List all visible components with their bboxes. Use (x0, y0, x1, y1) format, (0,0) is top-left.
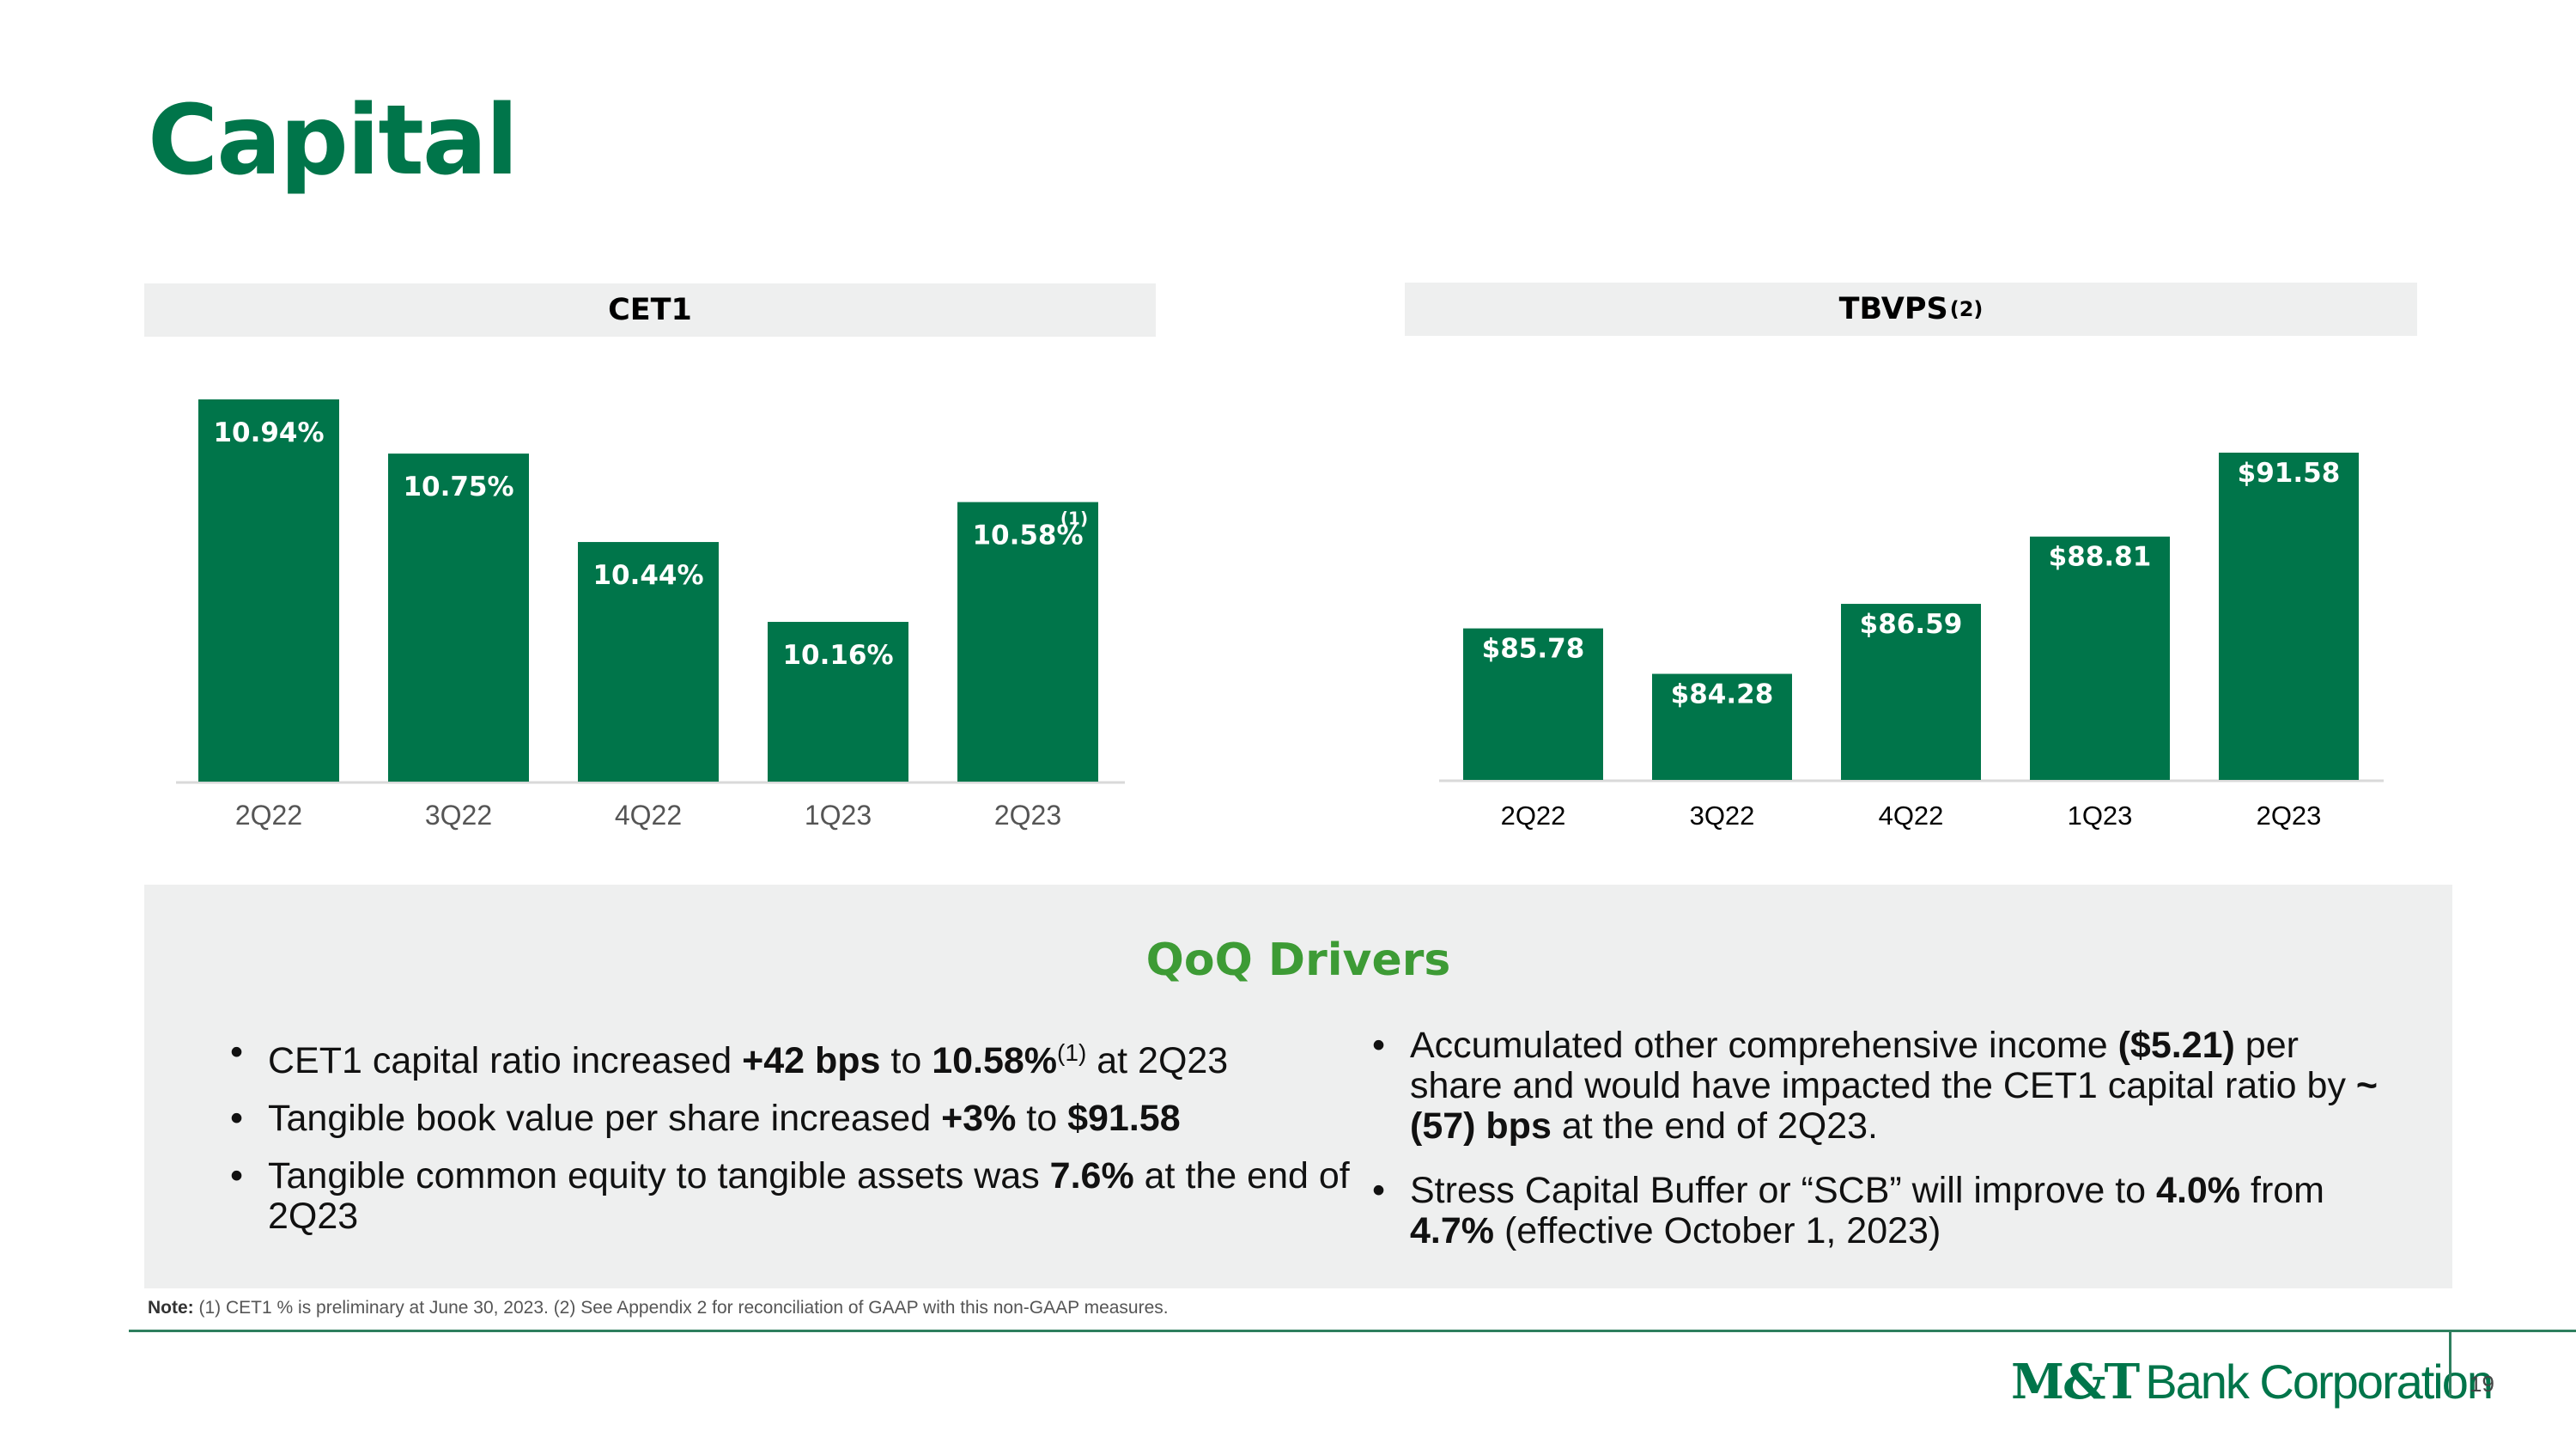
logo-mt: M&T (2011, 1354, 2140, 1410)
data-label: 10.75% (403, 472, 513, 502)
driver-bold: +42 bps (742, 1040, 881, 1081)
data-label-footnote: (1) (1060, 508, 1088, 529)
driver-text: Tangible book value per share increased (268, 1098, 942, 1139)
driver-bold: 10.58% (932, 1040, 1058, 1081)
driver-text: at 2Q23 (1086, 1040, 1229, 1081)
mt-bank-logo: M&T Bank Corporation (2011, 1354, 2494, 1410)
driver-text: from (2240, 1170, 2324, 1211)
driver-text: to (1016, 1098, 1068, 1139)
bar (1463, 628, 1603, 780)
data-label: $88.81 (2049, 542, 2152, 573)
logo-text: Bank Corporation (2145, 1355, 2494, 1409)
data-label: $91.58 (2238, 458, 2341, 489)
driver-text: to (880, 1040, 933, 1081)
tbvps-chart-title: TBVPS (1838, 292, 1948, 326)
driver-item: Stress Capital Buffer or “SCB” will impr… (1372, 1171, 2385, 1251)
x-tick-label: 3Q22 (1690, 801, 1755, 831)
driver-text: Accumulated other comprehensive income (1410, 1025, 2118, 1066)
tbvps-chart-header: TBVPS (2) (1405, 283, 2417, 336)
data-label: $84.28 (1671, 679, 1774, 710)
drivers-right-list: Accumulated other comprehensive income (… (1372, 1026, 2385, 1275)
data-label: 10.58% (972, 521, 1083, 551)
data-label: $85.78 (1482, 634, 1585, 665)
x-tick-label: 1Q23 (805, 800, 872, 831)
page-number: 19 (2470, 1371, 2494, 1397)
x-tick-label: 2Q22 (235, 800, 302, 831)
drivers-left-list: CET1 capital ratio increased +42 bps to … (230, 1032, 1398, 1254)
driver-item: Tangible book value per share increased … (230, 1098, 1398, 1140)
driver-bold: 4.0% (2156, 1170, 2241, 1211)
driver-text: (effective October 1, 2023) (1494, 1210, 1941, 1251)
driver-item: Tangible common equity to tangible asset… (230, 1156, 1398, 1237)
driver-bold: 7.6% (1049, 1155, 1134, 1196)
driver-item: Accumulated other comprehensive income (… (1372, 1026, 2385, 1147)
x-tick-label: 2Q23 (2257, 801, 2322, 831)
data-label: 10.94% (213, 417, 324, 448)
bar (2030, 536, 2170, 780)
driver-text: per share and would have impacted the CE… (1410, 1025, 2356, 1106)
footer-divider (129, 1330, 2576, 1332)
driver-text: Tangible common equity to tangible asset… (268, 1155, 1050, 1196)
driver-text: Stress Capital Buffer or “SCB” will impr… (1410, 1170, 2157, 1211)
bar (578, 542, 719, 782)
x-tick-label: 1Q23 (2068, 801, 2133, 831)
data-label: 10.44% (592, 560, 703, 591)
x-tick-label: 2Q23 (994, 800, 1061, 831)
driver-text: at the end of 2Q23. (1551, 1105, 1878, 1147)
x-tick-label: 2Q22 (1501, 801, 1566, 831)
driver-bold: ~(57) bps (1410, 1065, 2379, 1147)
driver-text: CET1 capital ratio increased (268, 1040, 743, 1081)
logo-divider (2449, 1331, 2451, 1397)
footnote-label: Note: (148, 1298, 194, 1318)
tbvps-title-footnote: (2) (1949, 297, 1984, 321)
driver-bold: ($5.21) (2117, 1025, 2235, 1066)
cet1-chart-header: CET1 (144, 283, 1156, 337)
footnote-text: (1) CET1 % is preliminary at June 30, 20… (193, 1298, 1169, 1318)
driver-bold: 4.7% (1410, 1210, 1495, 1251)
driver-bold: $91.58 (1067, 1098, 1181, 1139)
bar (388, 454, 529, 782)
driver-item: CET1 capital ratio increased +42 bps to … (230, 1032, 1398, 1081)
x-tick-label: 3Q22 (425, 800, 492, 831)
qoq-drivers-title: QoQ Drivers (1145, 935, 1451, 986)
x-tick-label: 4Q22 (1879, 801, 1944, 831)
driver-footnote: (1) (1057, 1039, 1087, 1066)
qoq-drivers-panel: QoQ Drivers CET1 capital ratio increased… (144, 885, 2452, 1288)
bar (1652, 673, 1792, 780)
bar (768, 622, 908, 782)
footnote: Note: (1) CET1 % is preliminary at June … (148, 1298, 1169, 1318)
bar (2219, 453, 2359, 780)
bar (198, 399, 339, 782)
data-label: 10.16% (782, 640, 893, 671)
x-tick-label: 4Q22 (615, 800, 682, 831)
cet1-chart-title: CET1 (608, 293, 692, 327)
driver-text: at the end of 2Q23 (268, 1155, 1350, 1237)
data-label: $86.59 (1860, 609, 1963, 640)
slide-title: Capital (148, 85, 519, 197)
bar (957, 502, 1098, 782)
bar (1841, 604, 1981, 780)
driver-bold: +3% (941, 1098, 1017, 1139)
